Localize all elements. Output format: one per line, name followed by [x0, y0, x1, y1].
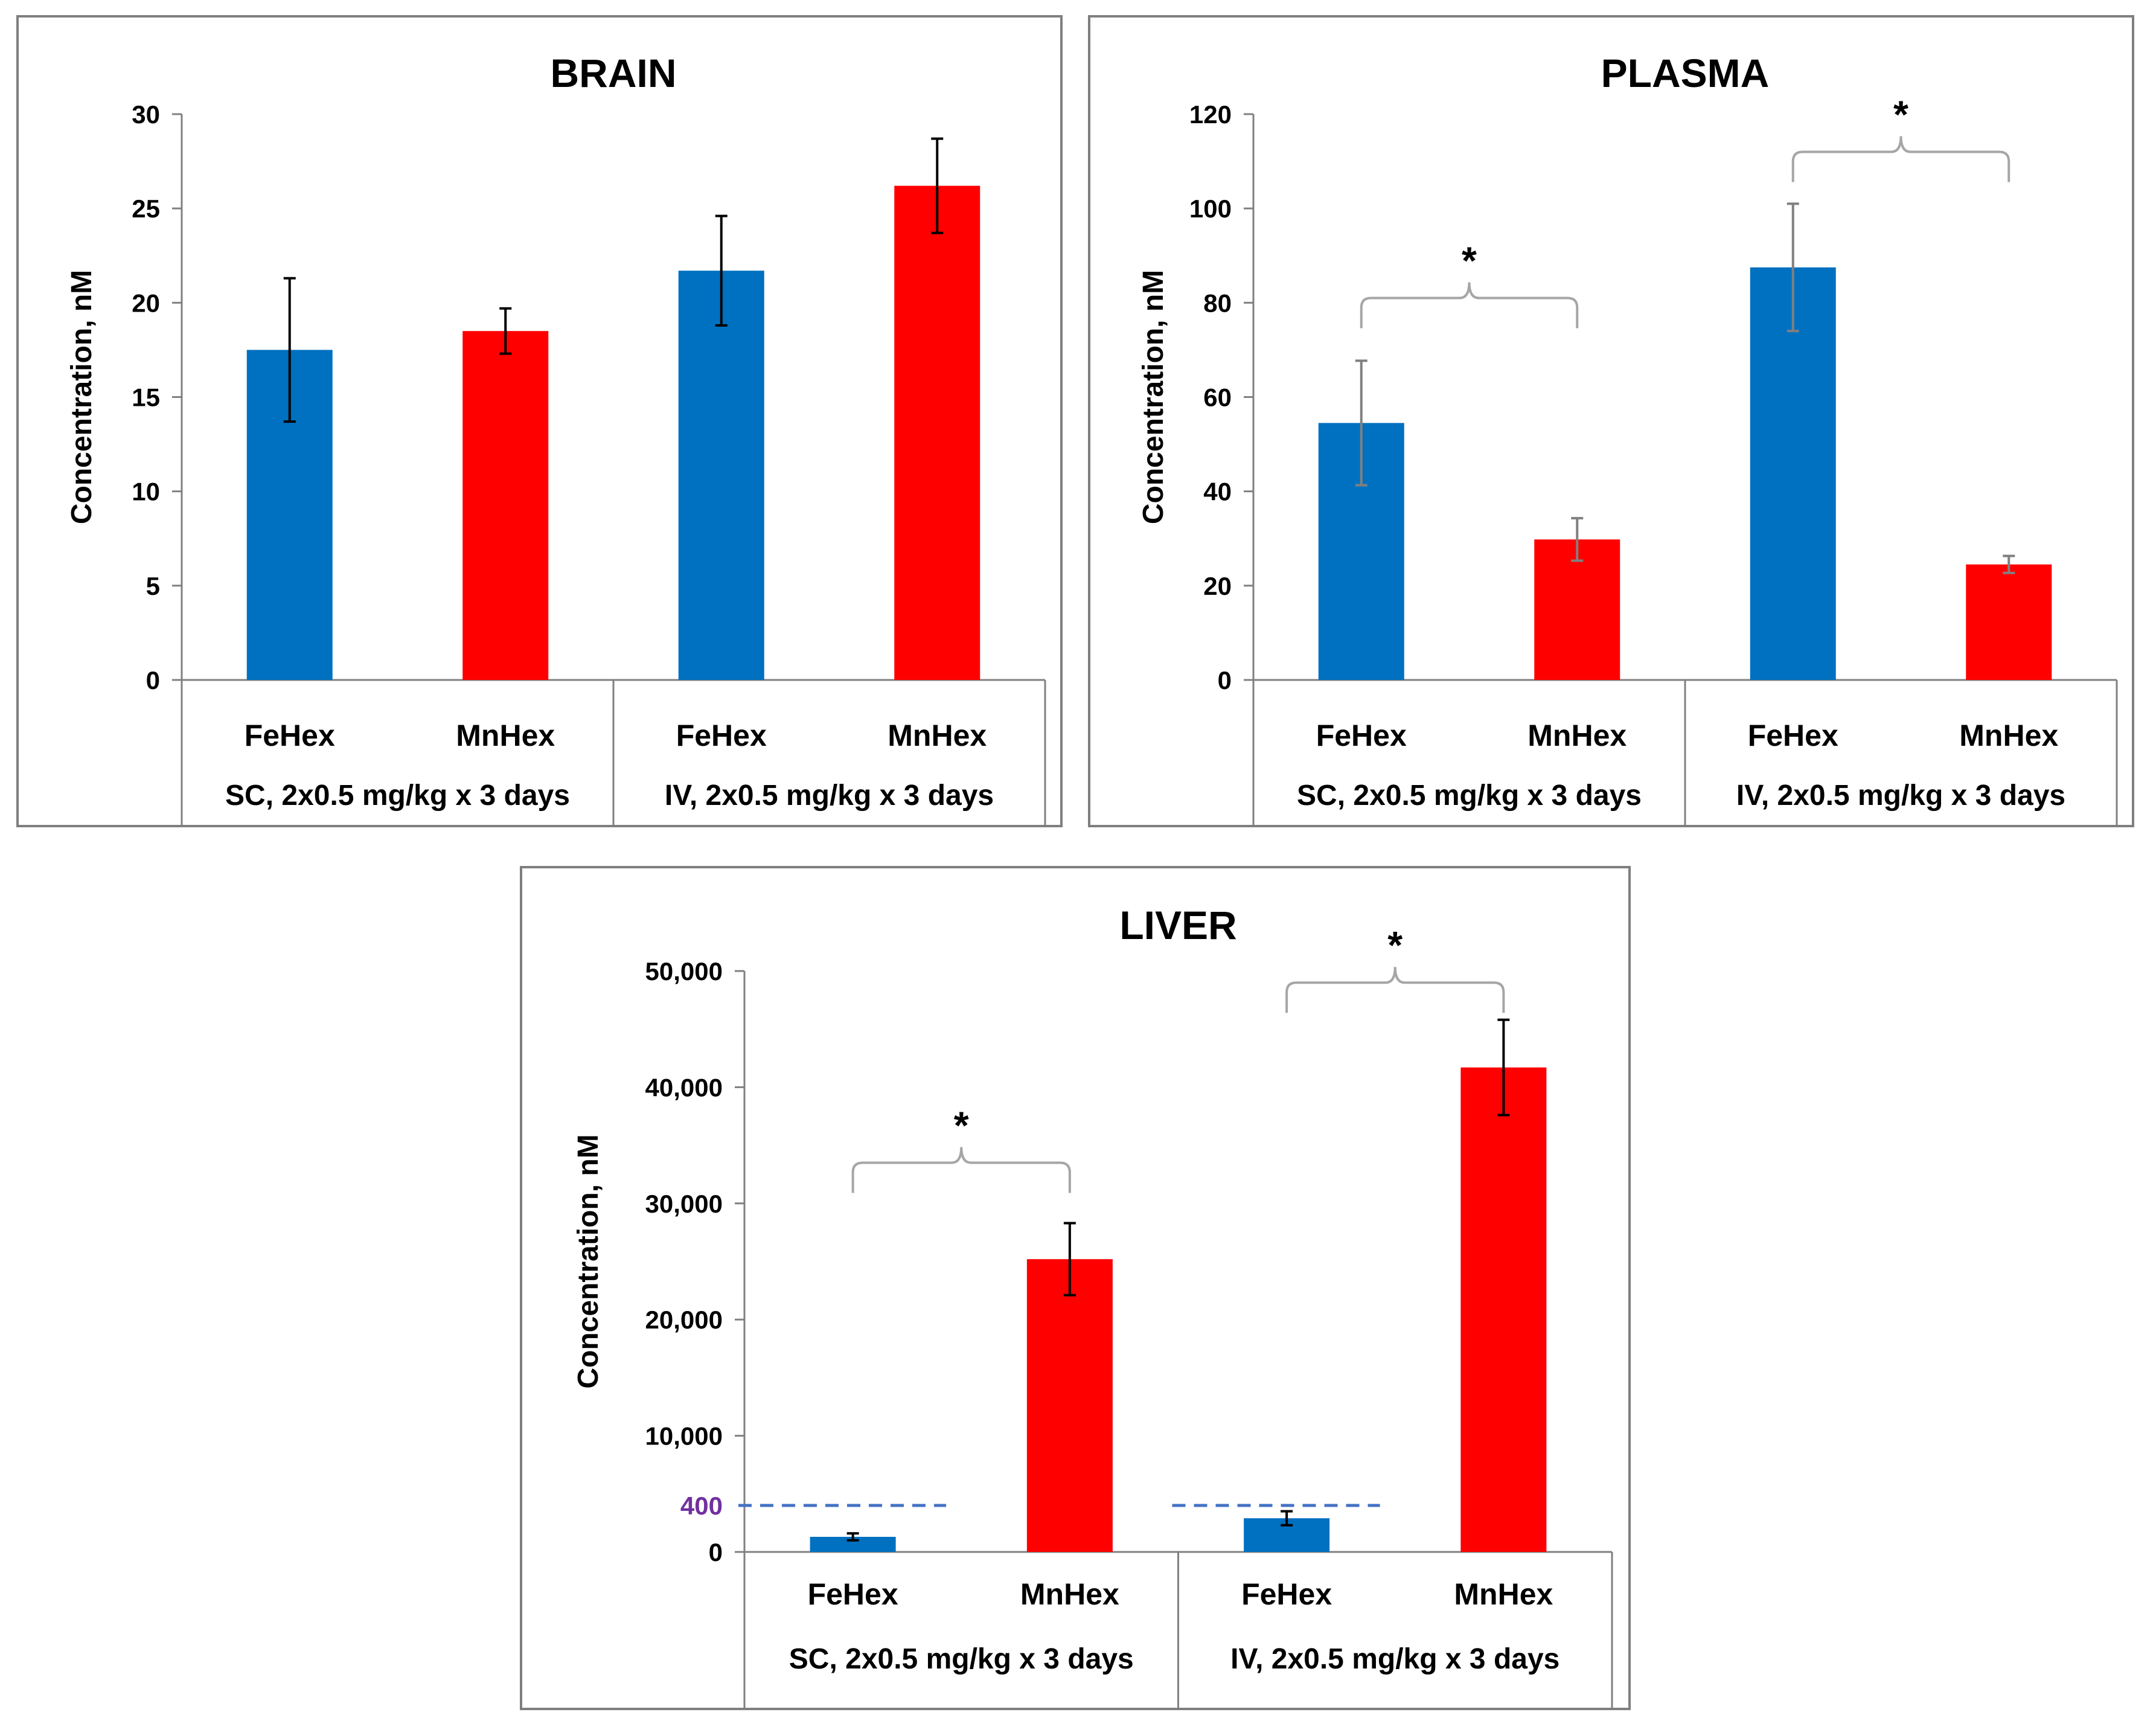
y-tick-label: 30,000 [645, 1190, 723, 1218]
liver-chart-panel: LIVER Concentration, nM 0 10,000 20,000 30,… [520, 866, 1631, 1710]
y-axis-label: Concentration, nM [572, 1134, 604, 1388]
category-label: FeHex [245, 719, 335, 752]
y-tick-label: 60 [1203, 383, 1232, 412]
y-tick-label: 20 [132, 289, 160, 317]
category-label: FeHex [1316, 719, 1407, 752]
threshold-label: 400 [680, 1492, 723, 1520]
group-label: SC, 2x0.5 mg/kg x 3 days [225, 780, 570, 812]
y-tick-label: 50,000 [645, 957, 723, 986]
chart-title: LIVER [1119, 903, 1236, 947]
significance-star: * [1462, 239, 1477, 283]
brain-chart-panel: BRAIN Concentration, nM 0 5 10 15 20 25 30 FeHe… [16, 15, 1063, 827]
category-label: FeHex [1748, 719, 1838, 752]
brain-chart-svg: BRAIN Concentration, nM 0 5 10 15 20 25 30 FeHe… [66, 51, 1046, 825]
category-label: MnHex [1454, 1577, 1553, 1611]
y-tick-label: 30 [132, 100, 160, 129]
y-tick-label: 10 [132, 478, 160, 506]
category-label: MnHex [1020, 1577, 1119, 1611]
group-label: IV, 2x0.5 mg/kg x 3 days [1230, 1643, 1559, 1675]
chart-title: PLASMA [1601, 51, 1770, 95]
y-tick-label: 40,000 [645, 1073, 723, 1101]
y-axis-label: Concentration, nM [66, 270, 98, 524]
y-tick-label: 15 [132, 383, 160, 412]
significance-star: * [954, 1103, 969, 1147]
y-tick-label: 0 [709, 1538, 723, 1566]
y-tick-label: 0 [1218, 666, 1232, 694]
y-tick-label: 100 [1189, 194, 1232, 223]
y-tick-label: 80 [1203, 289, 1232, 317]
category-label: FeHex [676, 719, 767, 752]
y-tick-label: 120 [1189, 100, 1232, 129]
category-label: FeHex [1241, 1577, 1332, 1611]
group-label: SC, 2x0.5 mg/kg x 3 days [1297, 780, 1642, 812]
group-label: IV, 2x0.5 mg/kg x 3 days [1736, 780, 2065, 812]
y-tick-label: 25 [132, 194, 160, 223]
significance-star: * [1387, 923, 1403, 967]
group-label: IV, 2x0.5 mg/kg x 3 days [665, 780, 994, 812]
category-label: MnHex [456, 719, 555, 752]
bar-mnhex [1534, 539, 1620, 680]
bar-fehex [678, 271, 764, 680]
y-tick-label: 5 [146, 572, 160, 600]
y-tick-label: 20 [1203, 572, 1232, 600]
significance-brace [1285, 967, 1505, 1013]
significance-brace [851, 1147, 1071, 1193]
category-label: MnHex [1527, 719, 1627, 752]
chart-title: BRAIN [551, 51, 677, 95]
y-axis-label: Concentration, nM [1137, 270, 1169, 524]
y-tick-label: 40 [1203, 478, 1232, 506]
y-tick-label: 0 [146, 666, 160, 694]
significance-brace [1791, 136, 2010, 182]
bar-fehex [1750, 267, 1836, 680]
category-label: FeHex [808, 1577, 898, 1611]
bar-mnhex [1460, 1067, 1547, 1552]
bar-mnhex [462, 331, 549, 680]
bar-mnhex [1966, 564, 2052, 680]
significance-brace [1360, 282, 1579, 329]
liver-chart-svg: LIVER Concentration, nM 0 10,000 20,000 30,… [572, 903, 1613, 1708]
plasma-chart-panel: PLASMA Concentration, nM 0 20 40 60 80 100 120… [1088, 15, 2134, 827]
y-tick-label: 20,000 [645, 1306, 723, 1334]
bar-mnhex [894, 185, 980, 681]
plasma-chart-svg: PLASMA Concentration, nM 0 20 40 60 80 100 120… [1137, 51, 2118, 825]
group-label: SC, 2x0.5 mg/kg x 3 days [789, 1643, 1134, 1675]
bar-mnhex [1026, 1259, 1113, 1552]
significance-star: * [1893, 92, 1908, 136]
category-label: MnHex [1959, 719, 2058, 752]
category-label: MnHex [888, 719, 987, 752]
y-tick-label: 10,000 [645, 1422, 723, 1450]
